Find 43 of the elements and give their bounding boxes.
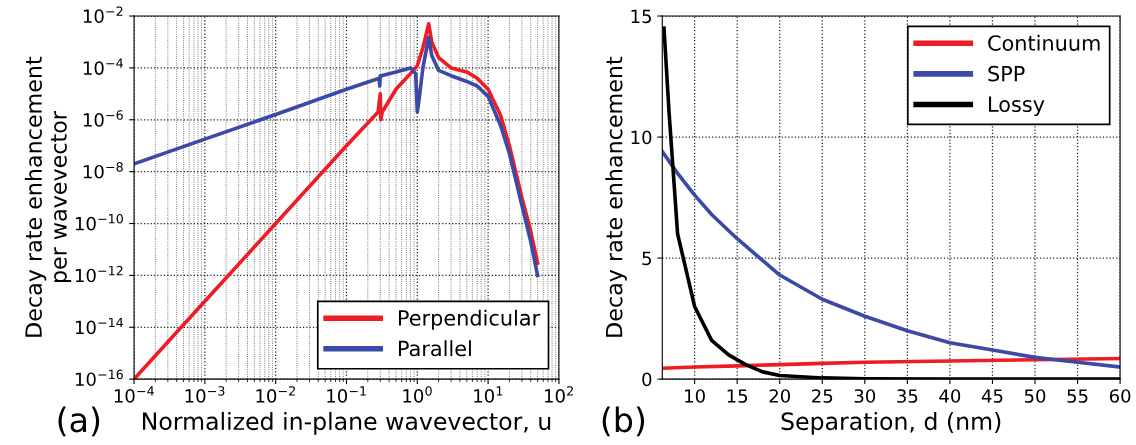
y-tick-label: 10$^{−6}$ (83, 110, 123, 127)
legend-label: Lossy (989, 96, 1045, 117)
x-tick-label: 20 (769, 389, 791, 403)
x-tick-label: 10$^{−2}$ (256, 386, 295, 403)
x-tick-label: 40 (939, 389, 961, 403)
y-tick-label: 10$^{−16}$ (75, 369, 123, 387)
text: (a) (58, 406, 100, 437)
x-tick-label: 30 (854, 389, 876, 403)
x-tick-label: 25 (812, 389, 833, 403)
legend-label: Continuum (988, 34, 1100, 51)
x-tick-label: 35 (897, 389, 918, 403)
y-tick-label: 10$^{−8}$ (83, 162, 123, 179)
x-tick-label: 10$^{−1}$ (327, 386, 366, 403)
y-tick-label: 5 (642, 251, 651, 266)
y-tick-label: 10$^{−10}$ (75, 213, 123, 231)
x-tick-label: 50 (1024, 389, 1046, 403)
y-tick-label: 10$^{−12}$ (75, 265, 123, 283)
y-tick-label: 10$^{−4}$ (83, 58, 123, 75)
x-tick-label: 10$^{−4}$ (114, 386, 154, 403)
x-tick-label: 10$^{2}$ (545, 386, 573, 403)
y-tick-label: 15 (631, 9, 651, 24)
x-tick-label: 10 (685, 389, 705, 403)
x-tick-label: 10$^{0}$ (403, 386, 432, 403)
y-tick-label: 10$^{−14}$ (75, 317, 124, 335)
x-tick-label: 45 (981, 389, 1003, 403)
legend-label: Parallel (398, 340, 471, 357)
x-axis-title: Separation, d (nm) (781, 411, 1001, 435)
line-series (662, 356, 1121, 371)
x-tick-label: 10$^{1}$ (474, 386, 503, 403)
y-tick-label: 10$^{−2}$ (83, 6, 123, 23)
legend-label: SPP (988, 65, 1025, 82)
x-tick-label: 10$^{−3}$ (185, 386, 225, 403)
text: (b) (602, 406, 645, 437)
x-axis-title: Normalized in-plane wavevector, u (142, 411, 551, 435)
y-axis-title: Decay rate enhancement per wavevector (24, 56, 72, 337)
legend-label: Perpendicular (398, 309, 541, 330)
x-tick-label: 15 (727, 389, 748, 403)
y-tick-label: 0 (642, 372, 652, 387)
y-axis-title: Decay rate enhancement (605, 56, 627, 337)
x-tick-label: 60 (1109, 389, 1131, 403)
y-tick-label: 10 (631, 130, 652, 145)
line-series (662, 149, 1121, 369)
x-tick-label: 55 (1067, 389, 1088, 403)
